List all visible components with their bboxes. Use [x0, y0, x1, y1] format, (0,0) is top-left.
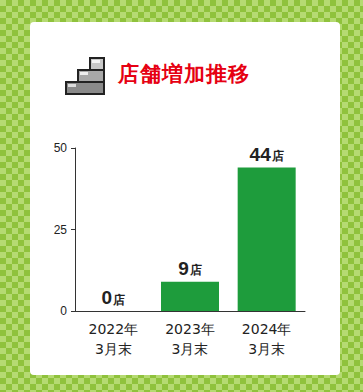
svg-text:50: 50	[54, 141, 68, 155]
html-text:店舗増加推移: 店舗増加推移	[118, 62, 250, 86]
svg-text:3月末: 3月末	[95, 341, 132, 357]
svg-text:0: 0	[60, 304, 67, 318]
svg-text:3月末: 3月末	[248, 341, 285, 357]
svg-text:店: 店	[112, 293, 125, 307]
svg-text:3月末: 3月末	[172, 341, 209, 357]
svg-text:9: 9	[178, 258, 189, 279]
svg-text:2024年: 2024年	[242, 321, 292, 337]
svg-text:44: 44	[250, 144, 272, 165]
svg-text:店: 店	[189, 263, 202, 277]
svg-text:2022年: 2022年	[89, 321, 139, 337]
svg-text:店: 店	[271, 149, 284, 163]
svg-text:25: 25	[54, 223, 68, 237]
svg-text:2023年: 2023年	[165, 321, 215, 337]
svg-text:0: 0	[102, 287, 113, 308]
